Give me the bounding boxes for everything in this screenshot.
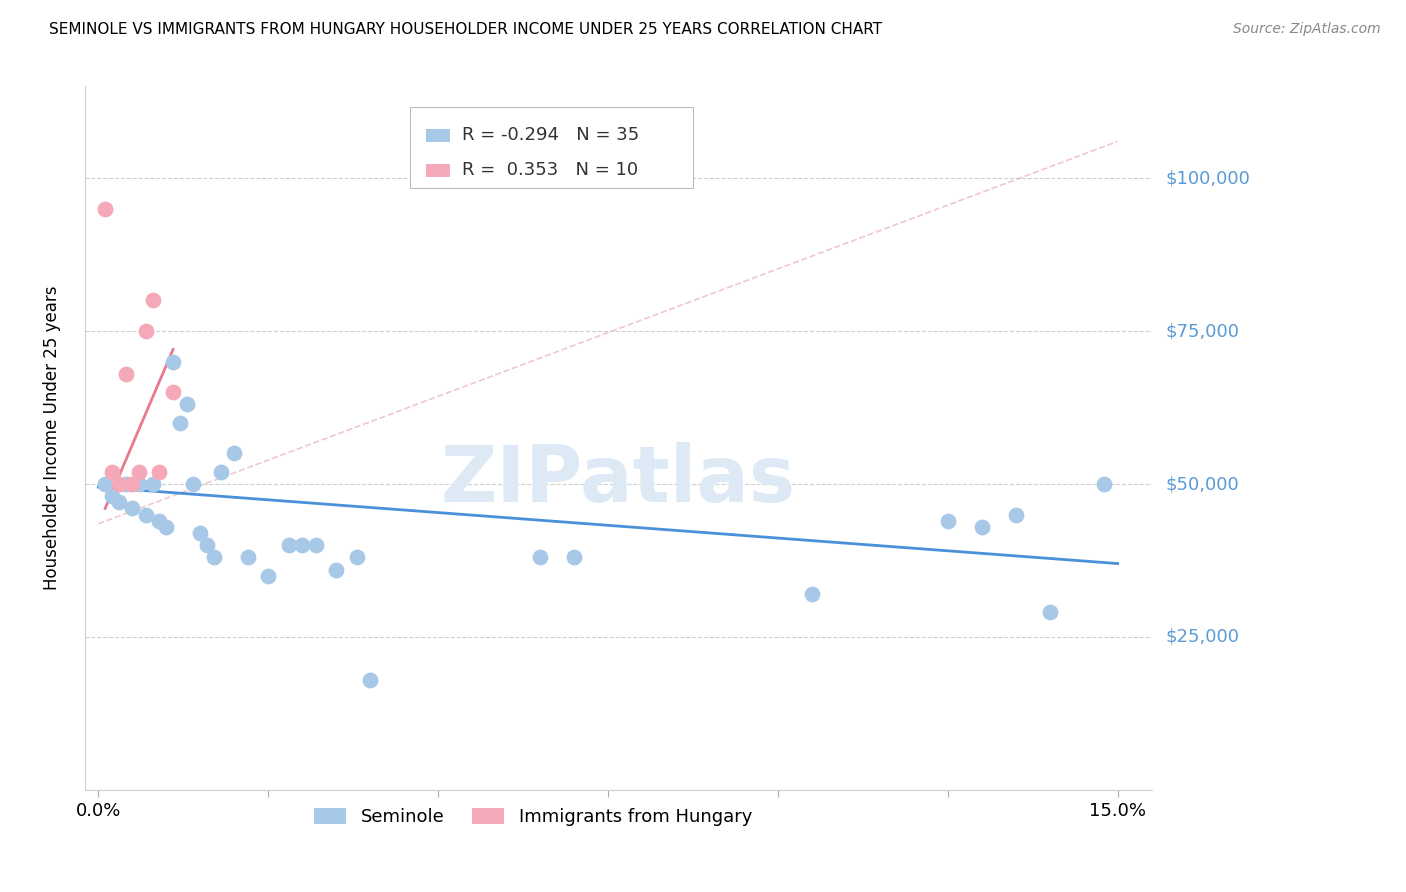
Point	[121, 501, 143, 516]
Text: Source: ZipAtlas.com: Source: ZipAtlas.com	[1233, 22, 1381, 37]
Point	[1039, 606, 1062, 620]
Point	[236, 550, 259, 565]
Text: R = -0.294   N = 35: R = -0.294 N = 35	[463, 127, 640, 145]
Point	[142, 293, 165, 308]
FancyBboxPatch shape	[411, 107, 693, 188]
Point	[936, 514, 959, 528]
Point	[128, 465, 150, 479]
Point	[162, 385, 184, 400]
Point	[305, 538, 328, 552]
Point	[155, 520, 177, 534]
Point	[195, 538, 218, 552]
Text: R =  0.353   N = 10: R = 0.353 N = 10	[463, 161, 638, 179]
Point	[359, 673, 381, 687]
Point	[148, 465, 170, 479]
Point	[107, 495, 129, 509]
Point	[121, 477, 143, 491]
Y-axis label: Householder Income Under 25 years: Householder Income Under 25 years	[44, 286, 60, 591]
Point	[325, 563, 347, 577]
Text: $100,000: $100,000	[1166, 169, 1250, 187]
Point	[114, 367, 136, 381]
Point	[346, 550, 368, 565]
FancyBboxPatch shape	[426, 128, 450, 142]
Text: ZIPatlas: ZIPatlas	[440, 442, 796, 518]
Text: $50,000: $50,000	[1166, 475, 1239, 493]
Point	[1092, 477, 1115, 491]
Point	[277, 538, 299, 552]
Point	[162, 354, 184, 368]
Point	[202, 550, 225, 565]
Text: SEMINOLE VS IMMIGRANTS FROM HUNGARY HOUSEHOLDER INCOME UNDER 25 YEARS CORRELATIO: SEMINOLE VS IMMIGRANTS FROM HUNGARY HOUS…	[49, 22, 883, 37]
Point	[224, 446, 246, 460]
Text: $25,000: $25,000	[1166, 628, 1240, 646]
Point	[209, 465, 232, 479]
Point	[135, 324, 157, 338]
Point	[101, 465, 124, 479]
Point	[800, 587, 823, 601]
Point	[148, 514, 170, 528]
Point	[94, 202, 117, 216]
Point	[562, 550, 585, 565]
Point	[529, 550, 551, 565]
Point	[1004, 508, 1026, 522]
Point	[128, 477, 150, 491]
Point	[176, 397, 198, 411]
Point	[188, 525, 211, 540]
Point	[142, 477, 165, 491]
Point	[114, 477, 136, 491]
Point	[94, 477, 117, 491]
Text: $75,000: $75,000	[1166, 322, 1240, 340]
FancyBboxPatch shape	[426, 163, 450, 177]
Point	[970, 520, 993, 534]
Point	[291, 538, 314, 552]
Point	[101, 489, 124, 503]
Point	[169, 416, 191, 430]
Point	[135, 508, 157, 522]
Point	[257, 569, 280, 583]
Point	[107, 477, 129, 491]
Legend: Seminole, Immigrants from Hungary: Seminole, Immigrants from Hungary	[307, 801, 759, 834]
Point	[183, 477, 205, 491]
